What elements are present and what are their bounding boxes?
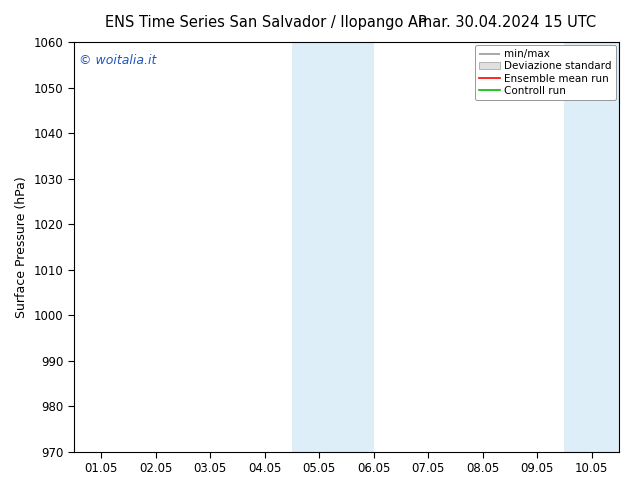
Bar <box>564 42 619 452</box>
Bar <box>292 42 373 452</box>
Text: ENS Time Series San Salvador / Ilopango AP: ENS Time Series San Salvador / Ilopango … <box>105 15 427 30</box>
Legend: min/max, Deviazione standard, Ensemble mean run, Controll run: min/max, Deviazione standard, Ensemble m… <box>475 45 616 100</box>
Y-axis label: Surface Pressure (hPa): Surface Pressure (hPa) <box>15 176 28 318</box>
Text: © woitalia.it: © woitalia.it <box>79 54 157 67</box>
Text: mar. 30.04.2024 15 UTC: mar. 30.04.2024 15 UTC <box>418 15 596 30</box>
